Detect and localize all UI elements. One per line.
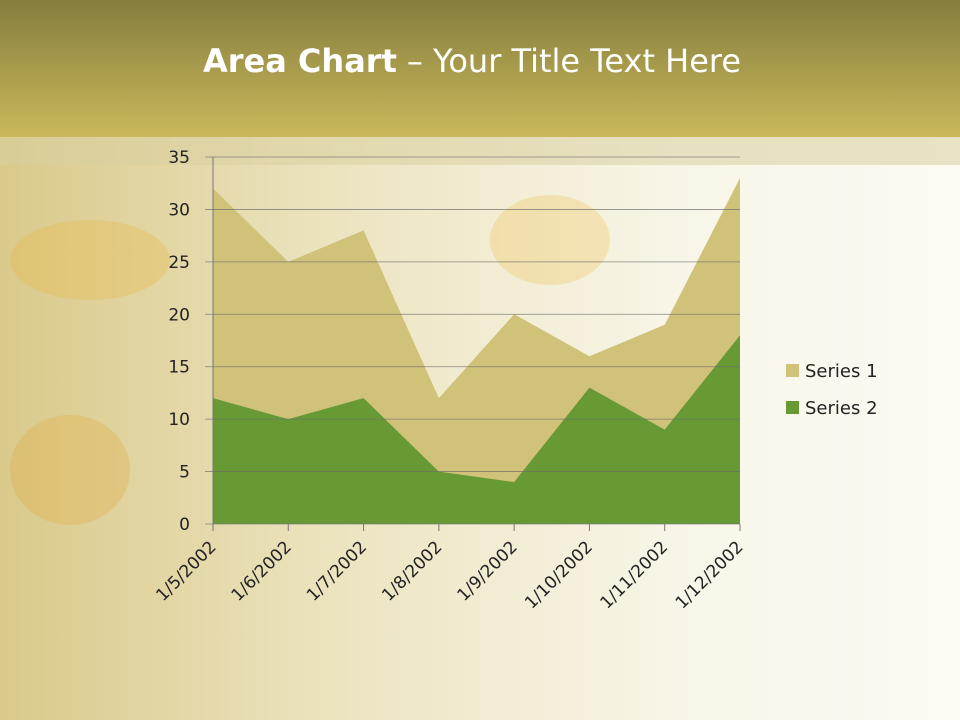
header-band	[0, 0, 960, 137]
y-tick-label: 0	[179, 515, 190, 535]
y-tick-label: 25	[168, 253, 190, 273]
y-tick-label: 5	[179, 463, 190, 483]
header-strip	[0, 137, 960, 165]
title-rest: – Your Title Text Here	[407, 42, 741, 80]
legend-label: Series 2	[805, 398, 878, 419]
legend-swatch	[786, 401, 799, 414]
legend-label: Series 1	[805, 361, 878, 382]
decor	[490, 195, 610, 285]
decor	[10, 415, 130, 525]
y-tick-label: 15	[168, 358, 190, 378]
y-tick-label: 30	[168, 200, 190, 220]
decor	[10, 220, 170, 300]
slide-title: Area Chart – Your Title Text Here	[203, 42, 741, 80]
title-bold: Area Chart	[203, 42, 397, 80]
y-tick-label: 35	[168, 148, 190, 168]
y-tick-label: 20	[168, 305, 190, 325]
area	[213, 335, 740, 524]
legend-swatch	[786, 364, 799, 377]
y-tick-label: 10	[168, 410, 190, 430]
